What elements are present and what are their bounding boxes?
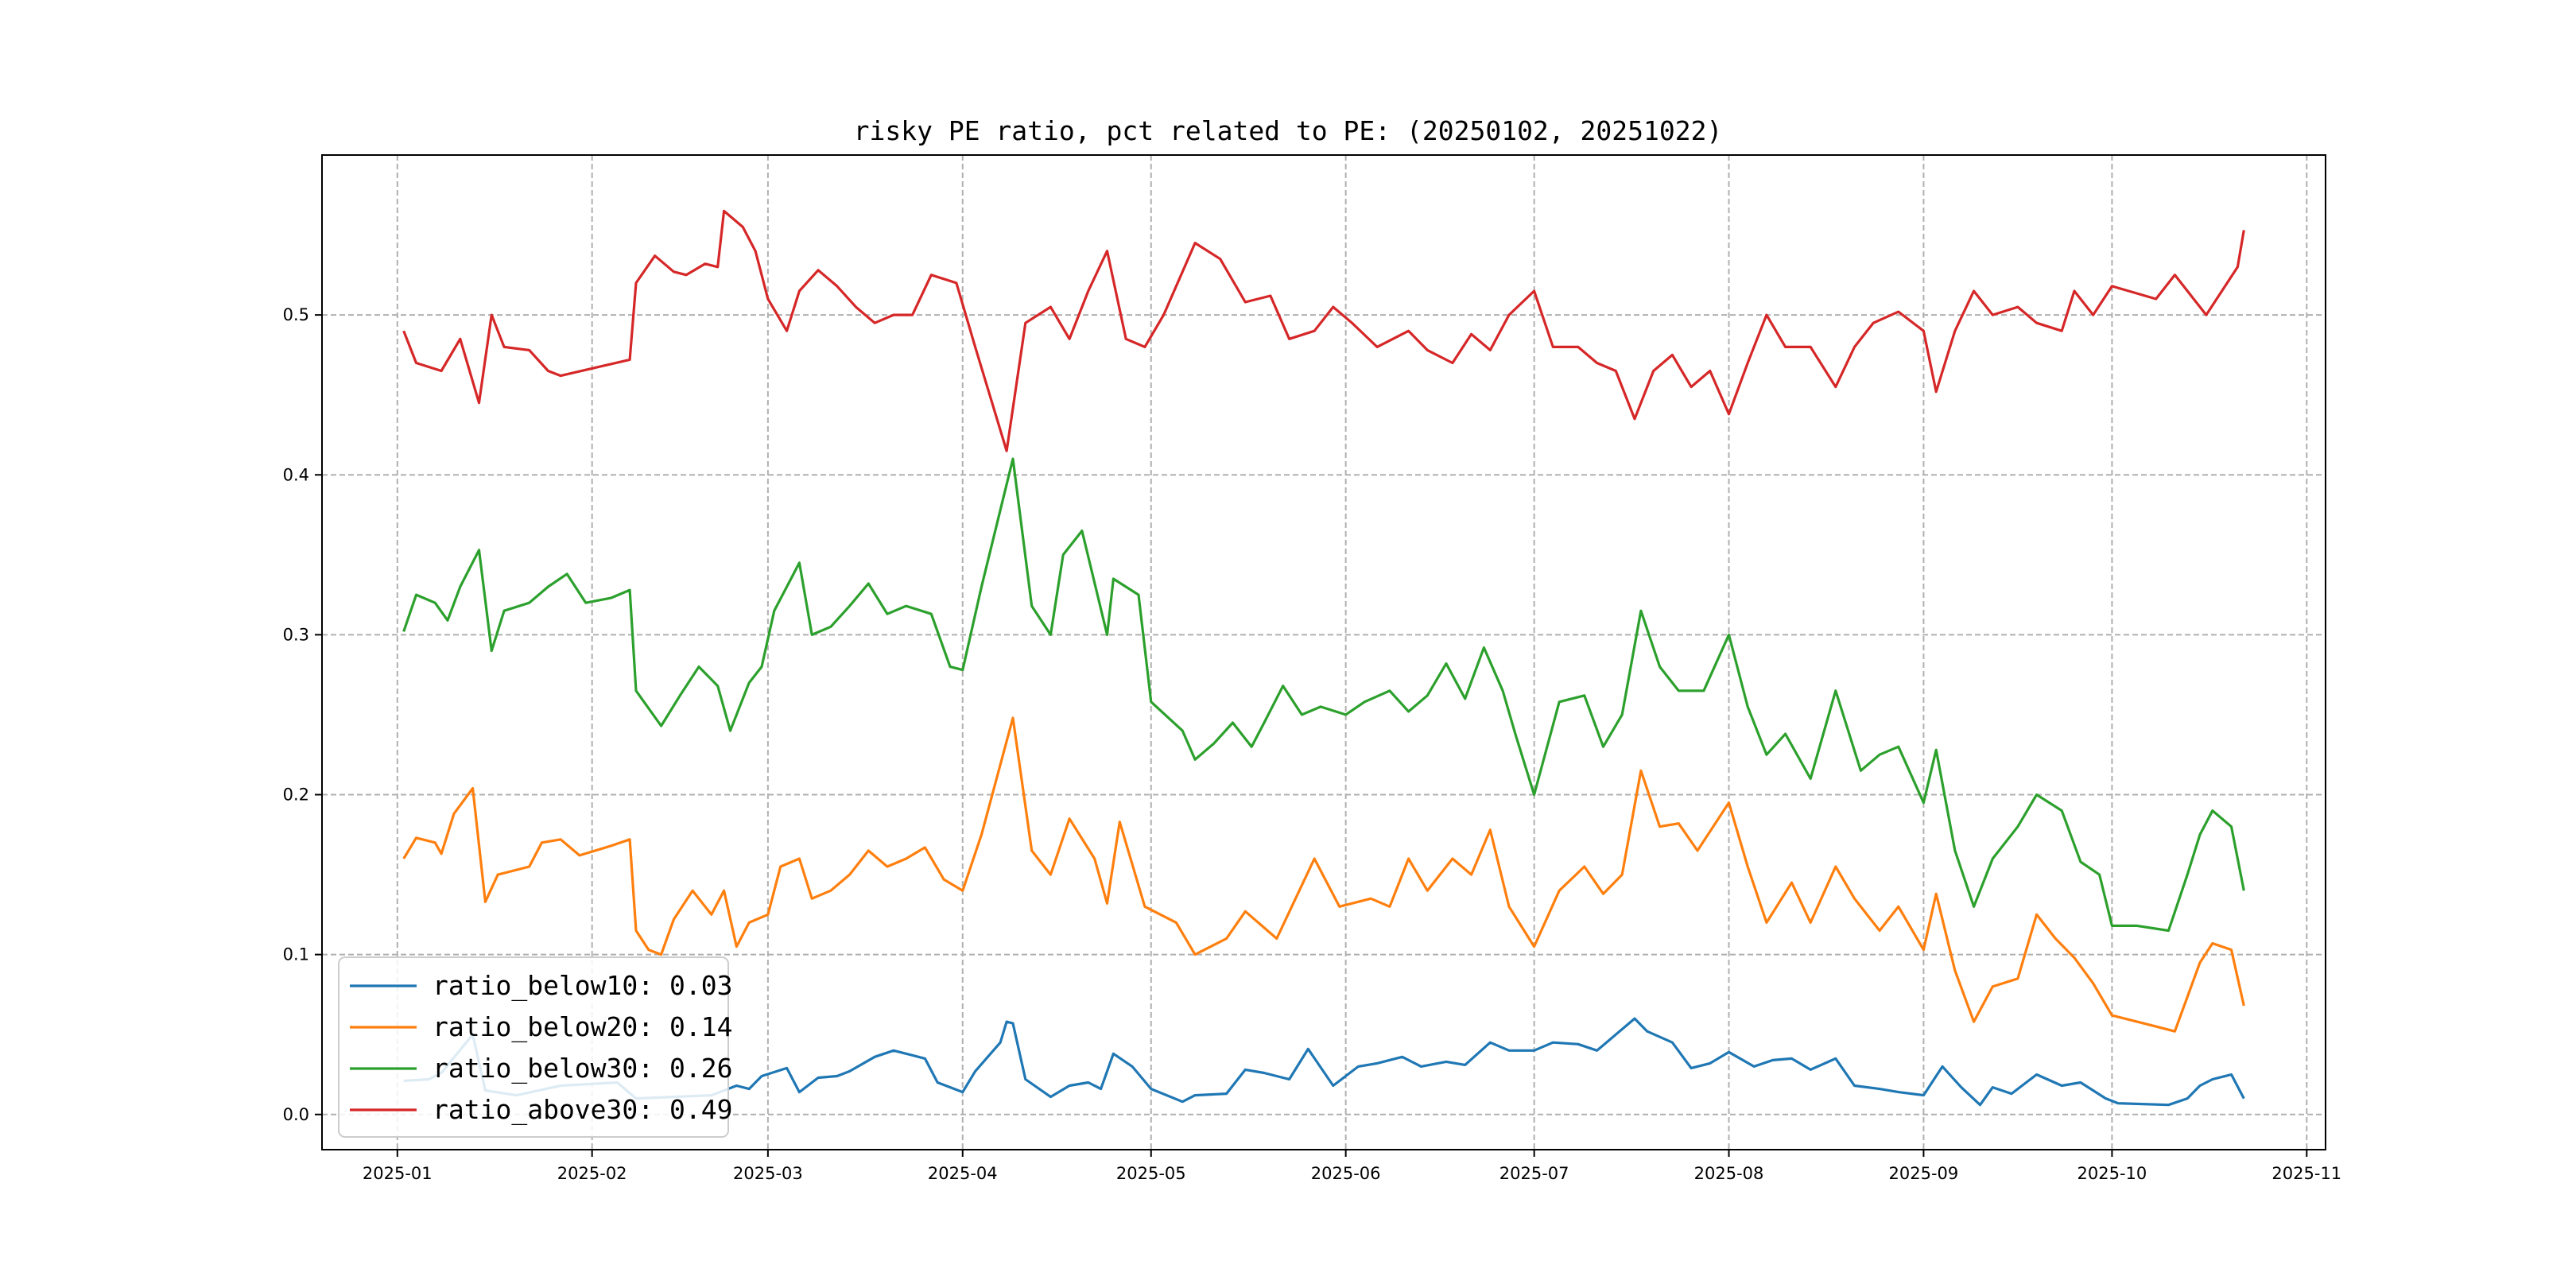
series-line-ratio-above30 [402,209,2245,452]
legend-label: ratio_below30: 0.26 [433,1053,733,1084]
legend-label: ratio_below10: 0.03 [433,970,733,1002]
y-tick-label: 0.2 [283,786,309,805]
legend-label: ratio_below20: 0.14 [433,1011,733,1043]
series-line-ratio-below30 [402,457,2245,933]
y-tick-label: 0.0 [283,1105,309,1124]
y-axis: 0.0 0.1 0.2 0.3 0.4 0.5 [283,305,322,1124]
chart-title: risky PE ratio, pct related to PE: (2025… [854,115,1723,146]
x-tick-label: 2025-06 [1311,1164,1381,1183]
x-tick-label: 2025-08 [1694,1164,1764,1183]
x-tick-label: 2025-10 [2077,1164,2147,1183]
x-tick-label: 2025-03 [733,1164,803,1183]
y-tick-label: 0.4 [283,465,309,484]
x-tick-label: 2025-05 [1116,1164,1186,1183]
legend: ratio_below10: 0.03 ratio_below20: 0.14 ra… [338,956,733,1138]
y-tick-label: 0.5 [283,305,309,324]
legend-label: ratio_above30: 0.49 [433,1094,733,1126]
plot-frame [321,154,2326,1150]
series-line-ratio-below20 [402,716,2245,1033]
x-tick-label: 2025-02 [557,1164,627,1183]
series-line-ratio-below10 [403,1017,2245,1107]
legend-box [338,956,729,1138]
x-tick-label: 2025-01 [363,1164,433,1183]
y-tick-label: 0.1 [283,945,309,964]
x-tick-label: 2025-04 [928,1164,998,1183]
series-lines [402,209,2245,1107]
x-tick-label: 2025-09 [1889,1164,1959,1183]
x-tick-label: 2025-07 [1499,1164,1569,1183]
x-tick-label: 2025-11 [2271,1164,2341,1183]
y-tick-label: 0.3 [283,625,309,644]
x-axis: 2025-01 2025-02 2025-03 2025-04 2025-05 2025-… [363,1150,2341,1183]
